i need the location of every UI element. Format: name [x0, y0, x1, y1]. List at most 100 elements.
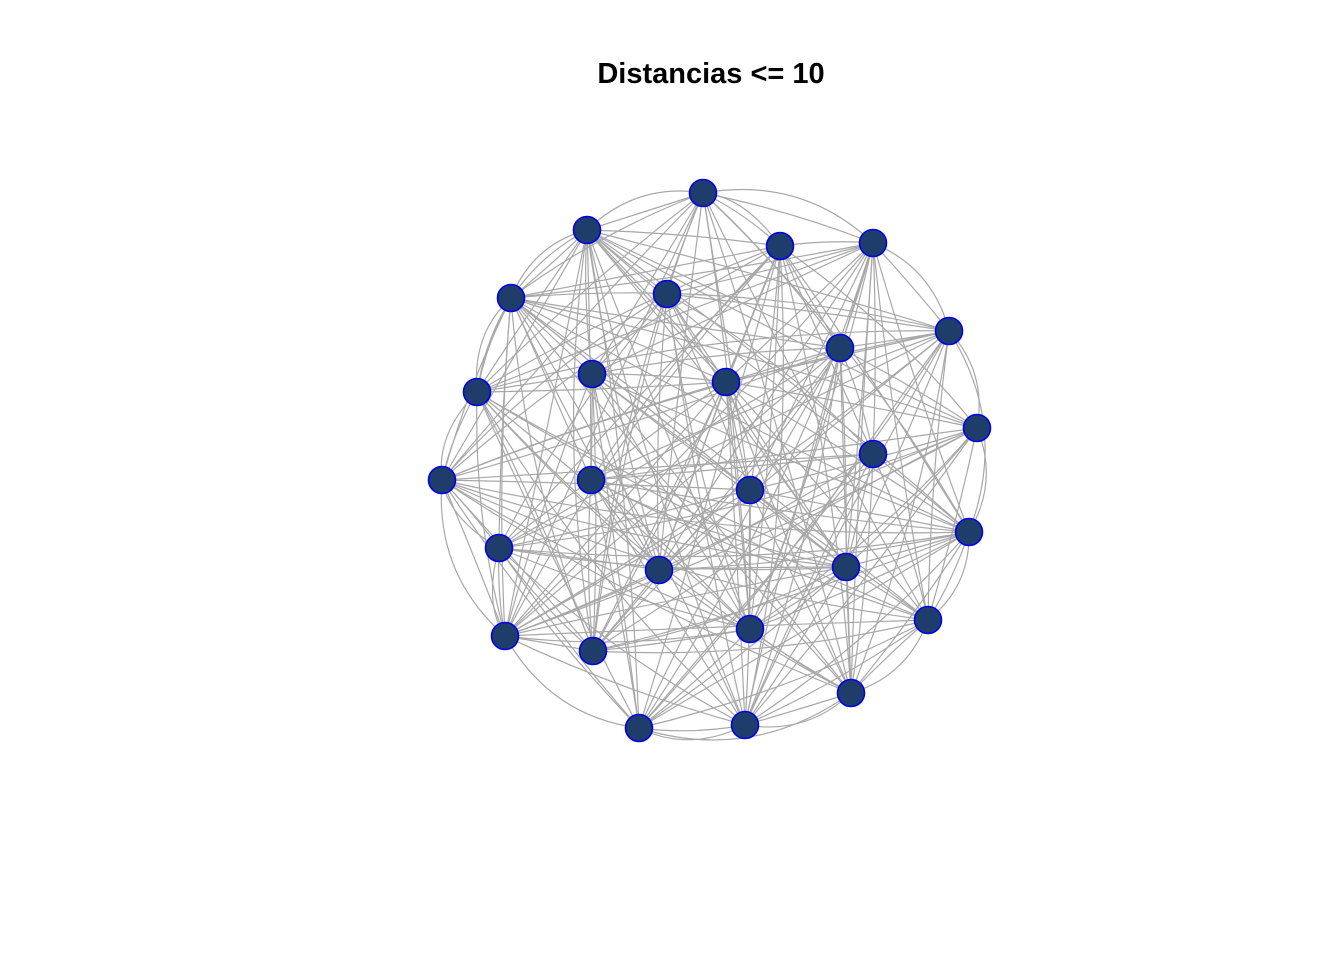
graph-node — [462, 377, 492, 407]
edge — [638, 453, 874, 729]
edge — [510, 297, 746, 726]
edge — [744, 245, 784, 726]
edge — [968, 427, 987, 533]
graph-node — [934, 316, 964, 346]
edge — [744, 453, 874, 726]
edge — [850, 330, 950, 694]
edge — [779, 245, 852, 694]
edge — [744, 242, 874, 726]
graph-node — [496, 283, 526, 313]
edge — [510, 245, 781, 299]
edge — [498, 531, 970, 558]
graph-node — [825, 333, 855, 363]
graph-node — [576, 465, 606, 495]
edge — [638, 566, 847, 729]
edge — [590, 330, 950, 481]
edge — [658, 427, 978, 571]
edge — [441, 479, 970, 534]
edge — [592, 628, 751, 652]
edge — [591, 373, 970, 533]
edge — [476, 242, 874, 393]
graph-node — [858, 228, 888, 258]
edge — [441, 479, 640, 729]
edge — [749, 242, 874, 630]
edge — [476, 330, 950, 393]
edge — [725, 381, 847, 568]
edge — [845, 566, 929, 621]
edge — [586, 229, 950, 332]
edge — [441, 229, 588, 481]
edge — [744, 619, 929, 726]
edge — [590, 381, 727, 481]
edge — [590, 453, 874, 481]
edge — [725, 381, 852, 694]
graph-node — [831, 552, 861, 582]
edge — [845, 566, 852, 694]
edge — [504, 347, 841, 637]
graph-node — [735, 475, 765, 505]
edge — [591, 347, 841, 375]
edge — [476, 391, 640, 729]
edge — [749, 489, 852, 694]
graph-node — [652, 279, 682, 309]
edge — [504, 566, 847, 637]
graph-node — [711, 367, 741, 397]
edge — [638, 330, 950, 729]
edge — [872, 242, 876, 455]
edge — [702, 188, 874, 244]
edge — [666, 293, 746, 726]
edge — [441, 381, 727, 481]
edge — [504, 635, 746, 726]
edge — [638, 724, 746, 732]
edge — [510, 242, 874, 299]
edge — [845, 330, 950, 568]
edge — [872, 242, 970, 533]
edge — [590, 427, 978, 481]
edge — [586, 229, 970, 533]
edges-layer — [440, 188, 987, 741]
edge — [498, 347, 841, 549]
edge — [504, 381, 727, 637]
edge — [666, 242, 874, 295]
edge — [501, 297, 512, 637]
graph-node — [735, 614, 765, 644]
graph-node — [572, 215, 602, 245]
edge — [590, 479, 640, 729]
edge — [441, 347, 841, 481]
edge — [591, 373, 597, 652]
edge — [504, 628, 751, 643]
edge — [590, 245, 781, 481]
edge — [476, 391, 746, 726]
edge — [744, 566, 847, 726]
edge — [749, 489, 970, 533]
edge — [504, 489, 751, 637]
edge — [441, 192, 704, 481]
edge — [850, 453, 874, 694]
graph-node — [578, 636, 608, 666]
edge — [702, 192, 929, 621]
edge — [504, 373, 593, 637]
edge — [591, 373, 660, 571]
edge — [591, 373, 852, 694]
edge — [441, 479, 852, 694]
edge — [586, 229, 781, 247]
edge — [927, 427, 978, 621]
edge — [572, 229, 594, 652]
edge — [872, 242, 929, 621]
edge — [666, 293, 874, 455]
edge — [498, 547, 660, 571]
edge — [666, 293, 950, 332]
edge — [510, 297, 929, 621]
edge — [725, 381, 746, 726]
graph-node — [624, 713, 654, 743]
edge — [441, 453, 874, 481]
edge — [476, 391, 506, 637]
graph-node — [962, 413, 992, 443]
edge — [591, 242, 874, 375]
edge — [638, 245, 781, 729]
graph-node — [644, 555, 674, 585]
edge — [590, 479, 746, 726]
edge — [592, 566, 847, 652]
graph-node — [688, 178, 718, 208]
